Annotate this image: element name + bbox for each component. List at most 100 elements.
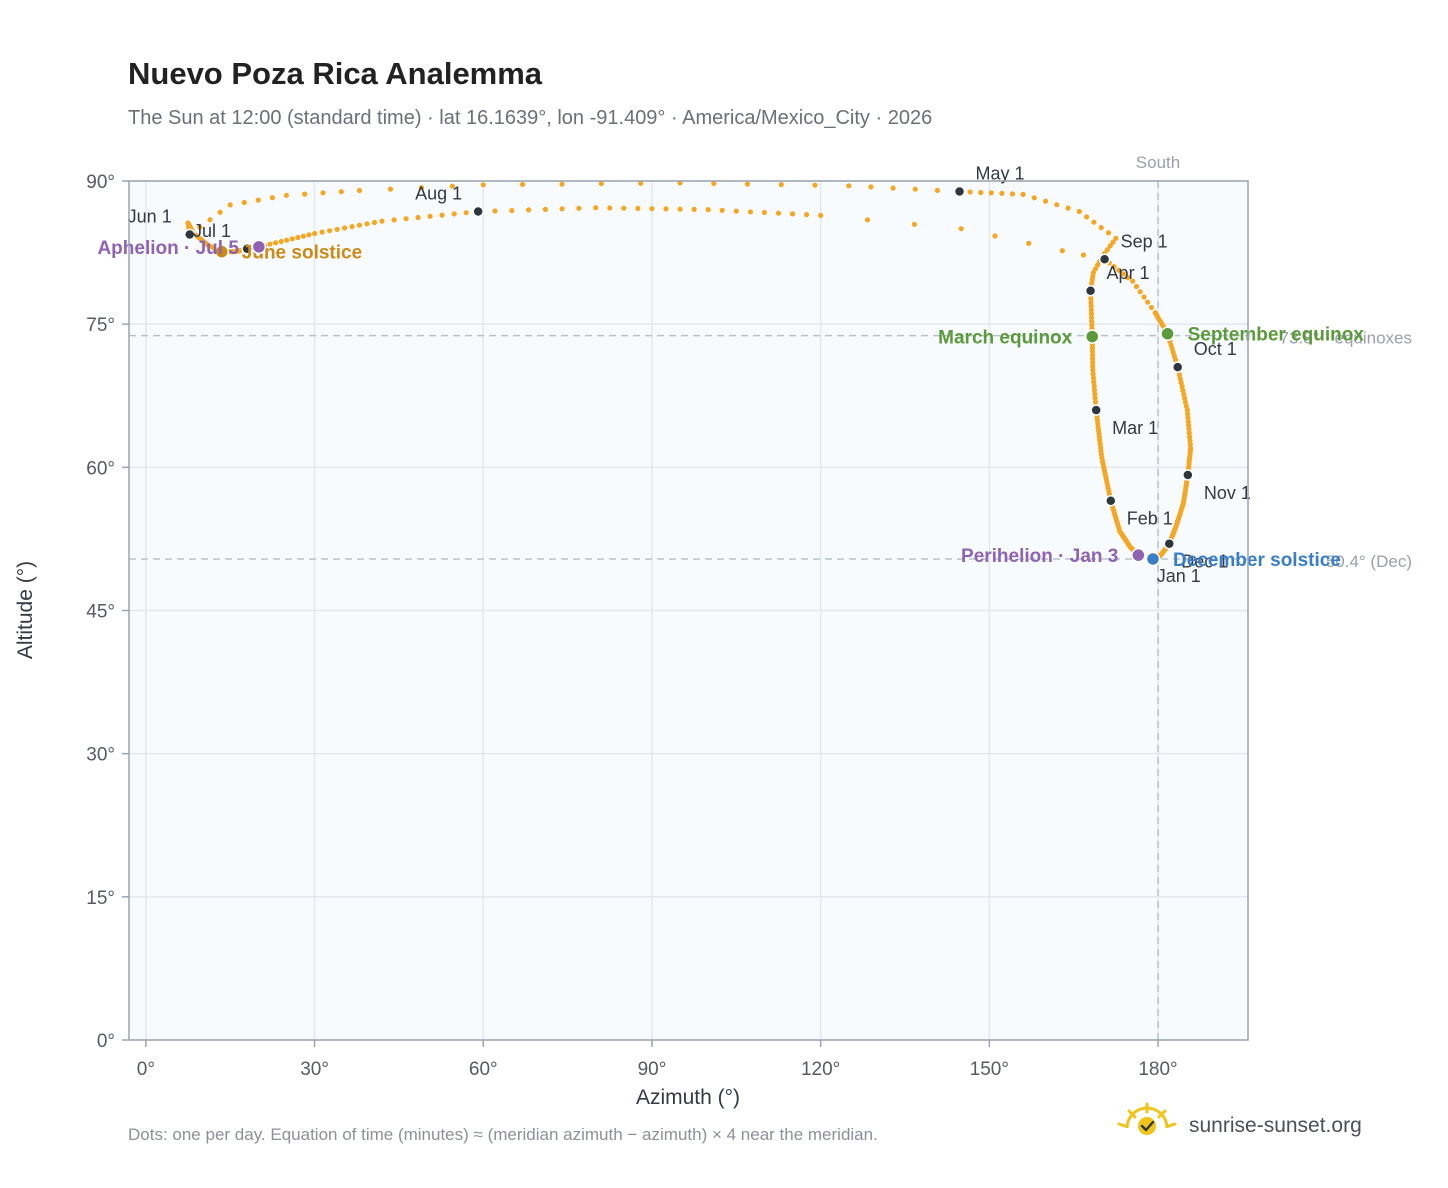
month-marker [1098, 253, 1111, 266]
day-dot [300, 233, 306, 239]
day-dot [1180, 387, 1186, 394]
day-dot [958, 226, 964, 232]
event-markers: March equinox June solstice September equi… [97, 238, 1364, 571]
day-dot [719, 207, 725, 213]
x-axis-label: Azimuth (°) [636, 1086, 740, 1109]
day-dot [1020, 191, 1026, 197]
day-dot [733, 208, 739, 214]
day-dot [302, 191, 308, 197]
axis-ticks: 0° 30° 60° 90° 120° 150° 180° 0° 15° 30° 45° 60° 75°… [86, 172, 1177, 1080]
month-marker [472, 205, 484, 218]
day-dot [295, 234, 301, 241]
day-dot [1090, 367, 1096, 373]
day-dot [607, 205, 613, 211]
month-marker [1084, 285, 1097, 297]
day-dot [312, 230, 318, 237]
day-dot [509, 207, 515, 214]
day-dot [327, 228, 333, 234]
day-dot [761, 209, 768, 216]
day-dot [1089, 322, 1095, 328]
day-dot [992, 233, 998, 239]
day-dot [356, 222, 363, 228]
day-dot [864, 217, 871, 223]
day-dot [1178, 380, 1184, 386]
day-dot [1187, 441, 1193, 447]
x-tick-label: 0° [137, 1059, 155, 1080]
day-dot [1089, 348, 1096, 354]
day-dot [1091, 219, 1097, 225]
y-tick-label: 30° [86, 745, 115, 766]
day-dot [1186, 430, 1192, 436]
month-label: Oct 1 [1194, 339, 1237, 359]
day-dot [1186, 426, 1192, 432]
day-dot [197, 224, 203, 230]
day-dot [559, 181, 565, 187]
day-dot [677, 206, 683, 212]
day-dot [334, 226, 340, 232]
day-dot [804, 212, 810, 218]
day-dot [1084, 214, 1090, 220]
day-dot [526, 207, 532, 213]
day-dot [1133, 283, 1140, 290]
day-dot [1092, 395, 1098, 401]
day-dot [278, 238, 284, 245]
day-dot [387, 186, 394, 192]
day-dot [391, 217, 397, 223]
day-dot [598, 181, 604, 187]
day-dot [1107, 243, 1113, 249]
day-dot [1141, 294, 1147, 300]
day-dot [415, 214, 421, 221]
day-dot [439, 212, 445, 218]
day-dot [1113, 235, 1119, 241]
day-dot [1184, 407, 1190, 413]
day-dot [480, 182, 486, 188]
day-dot [1090, 270, 1096, 276]
event-marker [1160, 326, 1175, 341]
y-tick-label: 0° [97, 1031, 115, 1052]
day-dot [744, 181, 751, 187]
day-dot [1185, 418, 1191, 425]
day-dot [934, 187, 941, 193]
day-dot [227, 202, 233, 208]
day-dot [1098, 225, 1104, 231]
day-dot [1176, 372, 1182, 378]
day-dot [269, 195, 275, 201]
day-dot [1182, 395, 1188, 401]
day-dot [621, 205, 627, 211]
month-marker [953, 185, 966, 198]
altitude-ref-label: 73.8° · equinoxes [1280, 329, 1413, 348]
day-dot [988, 190, 994, 196]
y-tick-label: 90° [86, 172, 115, 193]
day-dot [1182, 399, 1189, 405]
day-dot [1009, 191, 1016, 197]
day-dot [1137, 289, 1143, 295]
day-dot [1105, 230, 1112, 236]
day-dot [427, 213, 433, 219]
day-dot [273, 240, 279, 246]
day-dot [967, 189, 973, 195]
chart-subtitle: The Sun at 12:00 (standard time) · lat 1… [128, 107, 932, 129]
day-dot [1059, 248, 1065, 254]
x-tick-label: 30° [300, 1059, 329, 1080]
day-dot [1116, 267, 1122, 273]
event-label: Aphelion · Jul 5 [97, 238, 239, 259]
event-label: September equinox [1188, 325, 1365, 346]
month-label: Nov 1 [1204, 483, 1251, 503]
event-label: March equinox [938, 328, 1073, 349]
day-dot [1031, 195, 1037, 201]
day-dot [1187, 438, 1193, 444]
day-dot [1088, 307, 1094, 313]
y-tick-label: 45° [86, 602, 115, 623]
month-marker [1090, 404, 1102, 416]
day-dot [978, 189, 984, 196]
day-dot [638, 180, 644, 186]
day-dot [418, 185, 424, 191]
x-tick-label: 150° [970, 1059, 1009, 1080]
day-dot [663, 206, 669, 212]
day-dot [1076, 208, 1082, 215]
day-dot [1181, 391, 1187, 397]
reference-lines: South 73.8° · equinoxes 50.4° (Dec) [129, 153, 1412, 1040]
day-dot [1091, 379, 1097, 385]
day-dot [1088, 299, 1094, 305]
